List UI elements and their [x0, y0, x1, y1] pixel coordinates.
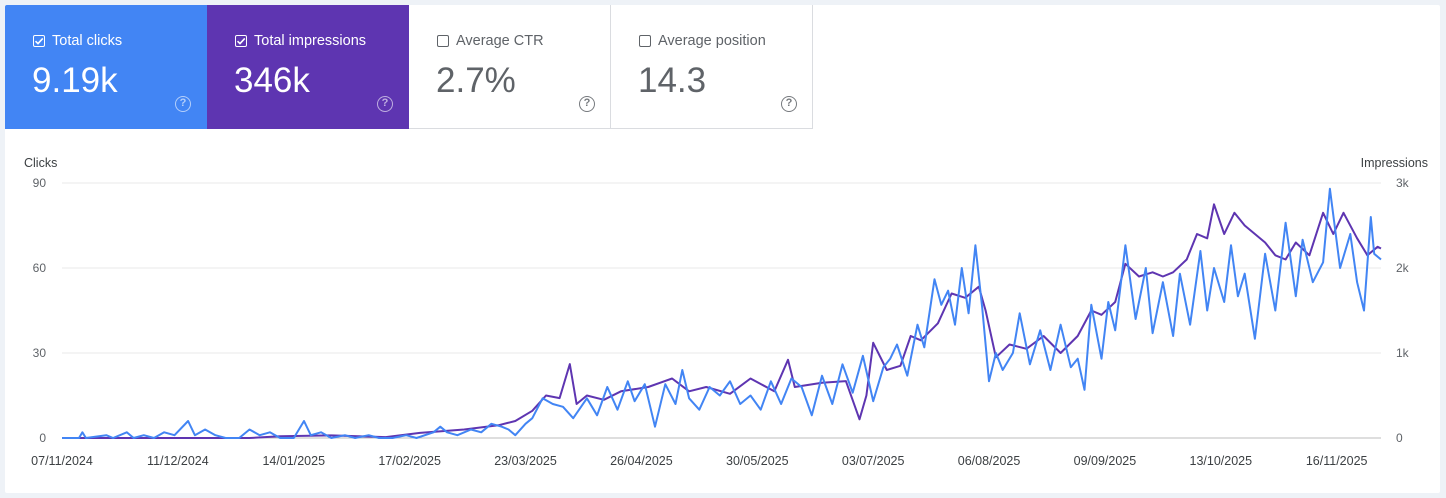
checkbox-checked-icon[interactable] — [235, 35, 247, 47]
y-tick-label: 30 — [33, 346, 47, 360]
y-tick-label: 60 — [33, 261, 47, 275]
x-tick-label: 06/08/2025 — [958, 454, 1021, 468]
x-tick-label: 07/11/2024 — [31, 454, 93, 468]
x-tick-label: 09/09/2025 — [1074, 454, 1137, 468]
x-tick-label: 14/01/2025 — [262, 454, 325, 468]
y2-tick-label: 0 — [1396, 431, 1403, 445]
metric-label: Total impressions — [254, 33, 367, 49]
right-axis-title: Impressions — [1360, 156, 1428, 170]
x-tick-label: 16/11/2025 — [1306, 454, 1368, 468]
y-tick-label: 90 — [33, 176, 47, 190]
x-tick-label: 30/05/2025 — [726, 454, 789, 468]
x-tick-label: 23/03/2025 — [494, 454, 557, 468]
clicks-series-line — [62, 187, 1382, 439]
x-tick-label: 11/12/2024 — [147, 454, 209, 468]
help-circle-icon[interactable]: ? — [781, 96, 797, 112]
total-clicks-tile[interactable]: Total clicks 9.19k ? — [5, 5, 207, 129]
y2-tick-label: 2k — [1396, 261, 1410, 275]
performance-chart[interactable]: 0 0 30 1k 60 2k 90 3k 07/11/2024 11/12/2024 14/01/… — [5, 5, 1440, 493]
checkbox-unchecked-icon[interactable] — [437, 35, 449, 47]
metric-tiles: Total clicks 9.19k ? Total impressions 3… — [5, 5, 813, 129]
average-ctr-tile[interactable]: Average CTR 2.7% ? — [409, 5, 611, 129]
checkbox-checked-icon[interactable] — [33, 35, 45, 47]
metric-label: Average position — [658, 33, 766, 49]
total-impressions-tile[interactable]: Total impressions 346k ? — [207, 5, 409, 129]
checkbox-unchecked-icon[interactable] — [639, 35, 651, 47]
metric-value: 2.7% — [436, 61, 516, 100]
metric-value: 14.3 — [638, 61, 707, 100]
performance-panel: Total clicks 9.19k ? Total impressions 3… — [5, 5, 1440, 493]
x-tick-label: 03/07/2025 — [842, 454, 905, 468]
average-position-tile[interactable]: Average position 14.3 ? — [611, 5, 813, 129]
help-circle-icon[interactable]: ? — [377, 96, 393, 112]
y2-tick-label: 1k — [1396, 346, 1410, 360]
y2-tick-label: 3k — [1396, 176, 1410, 190]
y-tick-label: 0 — [39, 431, 46, 445]
help-circle-icon[interactable]: ? — [175, 96, 191, 112]
left-axis-title: Clicks — [24, 156, 58, 170]
help-circle-icon[interactable]: ? — [579, 96, 595, 112]
x-tick-label: 26/04/2025 — [610, 454, 673, 468]
metric-label: Total clicks — [52, 33, 123, 49]
x-tick-label: 17/02/2025 — [378, 454, 441, 468]
metric-label: Average CTR — [456, 33, 544, 49]
metric-value: 9.19k — [32, 61, 118, 100]
x-tick-label: 13/10/2025 — [1190, 454, 1253, 468]
impressions-series-line — [62, 203, 1382, 439]
metric-value: 346k — [234, 61, 310, 100]
